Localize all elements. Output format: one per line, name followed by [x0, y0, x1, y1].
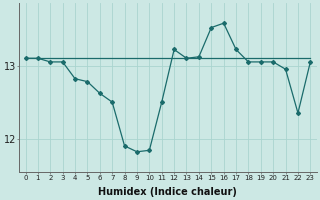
X-axis label: Humidex (Indice chaleur): Humidex (Indice chaleur) [99, 187, 237, 197]
